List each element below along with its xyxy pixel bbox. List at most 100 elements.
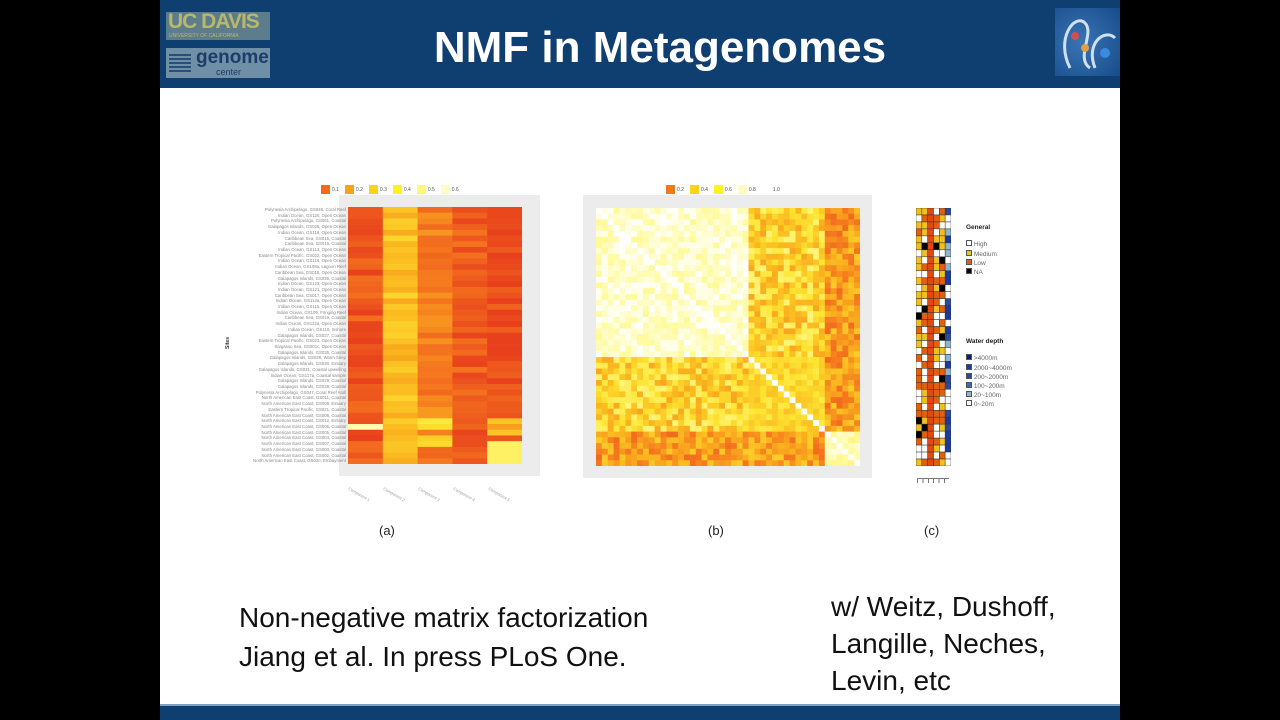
heatmap-cell <box>689 368 697 375</box>
heatmap-cell <box>725 299 732 306</box>
metadata-cell <box>939 263 946 272</box>
heatmap-cell <box>642 431 650 438</box>
heatmap-cell <box>818 460 826 466</box>
heatmap-cell <box>487 355 522 362</box>
heatmap-cell <box>417 258 453 265</box>
heatmap-cell <box>730 362 738 369</box>
heatmap-cell <box>760 454 767 461</box>
heatmap-cell <box>487 384 522 391</box>
heatmap-cell <box>813 328 820 335</box>
heatmap-cell <box>836 316 843 323</box>
heatmap-cell <box>642 248 650 255</box>
heatmap-cell <box>417 252 453 259</box>
heatmap-cell <box>801 253 808 260</box>
heatmap-cell <box>601 454 609 461</box>
heatmap-cell <box>678 230 685 237</box>
heatmap-cell <box>772 339 779 346</box>
heatmap-cell <box>818 368 826 375</box>
heatmap-cell <box>830 420 837 427</box>
heatmap-cell <box>719 248 726 255</box>
heatmap-cell <box>777 420 785 427</box>
heatmap-cell <box>601 448 609 455</box>
heatmap-cell <box>607 271 614 278</box>
heatmap-cell <box>748 339 755 346</box>
heatmap-cell <box>666 276 673 283</box>
heatmap-cell <box>382 355 418 362</box>
heatmap-cell <box>678 357 685 364</box>
heatmap-cell <box>754 460 761 466</box>
heatmap-cell <box>695 265 702 272</box>
metadata-cell <box>921 451 928 460</box>
heatmap-cell <box>596 322 603 329</box>
heatmap-cell <box>684 414 691 421</box>
heatmap-cell <box>754 253 761 260</box>
heatmap-cell <box>695 328 702 335</box>
heatmap-cell <box>417 224 453 231</box>
heatmap-cell <box>701 362 708 369</box>
heatmap-cell <box>766 288 773 295</box>
heatmap-cell <box>619 431 626 438</box>
heatmap-cell <box>695 230 702 237</box>
heatmap-cell <box>613 213 620 220</box>
heatmap-cell <box>795 276 802 283</box>
row-label: Indian Ocean, GS117a, Coastal sample <box>270 372 346 378</box>
row-label: Polynesia Archipelago, GS047, Coral Reef… <box>255 389 346 395</box>
heatmap-cell <box>613 316 620 323</box>
heatmap-cell <box>713 271 720 278</box>
heatmap-cell <box>648 408 655 415</box>
heatmap-cell <box>848 414 855 421</box>
heatmap-cell <box>824 316 831 323</box>
heatmap-cell <box>736 225 743 232</box>
heatmap-cell <box>801 236 808 243</box>
heatmap-cell <box>672 208 679 215</box>
metadata-cell <box>944 312 951 320</box>
row-label: North American East Coast, GS004, Coasta… <box>261 435 346 441</box>
heatmap-cell <box>631 265 638 272</box>
heatmap-cell <box>754 316 761 323</box>
heatmap-cell <box>830 219 837 226</box>
heatmap-cell <box>689 391 697 398</box>
heatmap-cell <box>842 225 849 232</box>
heatmap-cell <box>789 374 796 381</box>
heatmap-cell <box>824 311 831 318</box>
heatmap-cell <box>760 402 767 409</box>
heatmap-cell <box>818 425 826 432</box>
heatmap-cell <box>748 454 755 461</box>
legend-label: 0.4 <box>403 186 411 193</box>
heatmap-cell <box>824 437 831 444</box>
heatmap-cell <box>848 454 855 461</box>
heatmap-cell <box>601 208 609 215</box>
heatmap-cell <box>607 282 614 289</box>
heatmap-cell <box>596 242 603 249</box>
metadata-cell <box>921 444 928 453</box>
heatmap-cell <box>719 391 726 398</box>
heatmap-cell <box>807 380 814 387</box>
heatmap-cell <box>719 374 726 381</box>
heatmap-cell <box>725 294 732 301</box>
heatmap-cell <box>742 282 749 289</box>
heatmap-cell <box>672 265 679 272</box>
heatmap-cell <box>824 402 831 409</box>
heatmap-cell <box>619 380 626 387</box>
heatmap-cell <box>789 351 796 358</box>
heatmap-cell <box>795 357 802 364</box>
heatmap-cell <box>836 443 843 450</box>
heatmap-cell <box>660 253 667 260</box>
heatmap-cell <box>619 397 626 404</box>
heatmap-cell <box>701 288 708 295</box>
heatmap-cell <box>830 408 837 415</box>
heatmap-cell <box>625 334 632 341</box>
metadata-cell <box>944 402 951 411</box>
heatmap-cell <box>748 248 755 255</box>
heatmap-cell <box>619 271 626 278</box>
heatmap-cell <box>695 305 702 312</box>
heatmap-cell <box>818 219 826 226</box>
heatmap-cell <box>689 345 697 352</box>
heatmap-cell <box>601 460 609 466</box>
heatmap-cell <box>689 225 697 232</box>
metadata-cell <box>933 242 940 251</box>
heatmap-cell <box>613 414 620 421</box>
heatmap-cell <box>666 253 673 260</box>
heatmap-cell <box>689 328 697 335</box>
heatmap-cell <box>417 269 453 276</box>
